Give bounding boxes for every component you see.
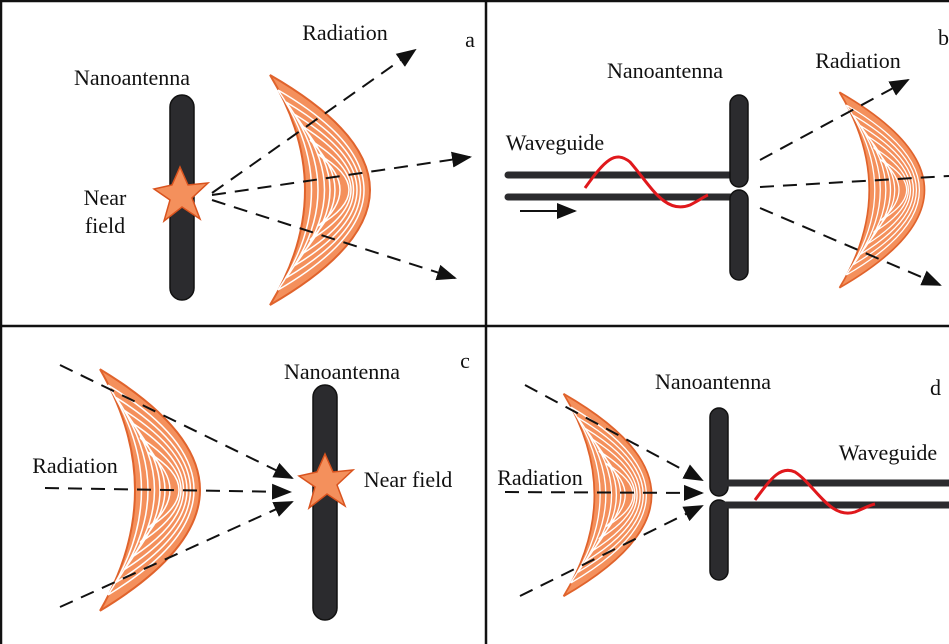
- label: Radiation: [32, 453, 118, 478]
- panel-label: c: [460, 348, 470, 373]
- arrow: [59, 501, 294, 608]
- panel-label: b: [938, 25, 949, 50]
- label: Radiation: [497, 465, 583, 490]
- arrow: [519, 505, 704, 597]
- arrow: [211, 199, 457, 281]
- arrow: [44, 483, 292, 500]
- panel-a: Radiation a Nanoantenna Near field: [74, 20, 475, 306]
- label: Nanoantenna: [607, 58, 723, 83]
- panel-c: Nanoantenna c Radiation Near field: [32, 348, 470, 621]
- arrow: [211, 151, 472, 196]
- radiation-wavefront: [838, 91, 926, 289]
- label: Near: [84, 185, 127, 210]
- label: Waveguide: [839, 440, 937, 465]
- label: Nanoantenna: [284, 359, 400, 384]
- label: Radiation: [302, 20, 388, 45]
- panel-d: Nanoantenna d Waveguide Radiation: [497, 369, 949, 598]
- arrow: [759, 175, 949, 188]
- label: Waveguide: [506, 130, 604, 155]
- label: Near field: [364, 467, 453, 492]
- panel-label: d: [930, 375, 941, 400]
- arrow: [759, 207, 942, 286]
- label: field: [85, 213, 125, 238]
- radiation-wavefront: [269, 74, 371, 306]
- arrow: [504, 484, 704, 501]
- label: Radiation: [815, 48, 901, 73]
- arrow: [524, 384, 704, 481]
- nanoantenna-rod: [709, 407, 729, 497]
- arrow: [59, 364, 294, 479]
- arrow: [759, 79, 910, 161]
- nanoantenna-rod: [709, 499, 729, 581]
- wave: [753, 468, 876, 515]
- nanoantenna-rod: [729, 189, 749, 281]
- nanoantenna-rod: [729, 94, 749, 188]
- panel-label: a: [465, 27, 475, 52]
- arrow: [211, 48, 417, 194]
- wave: [583, 155, 709, 209]
- panel-b: Nanoantenna Radiation Waveguide b: [504, 25, 949, 289]
- label: Nanoantenna: [655, 369, 771, 394]
- label: Nanoantenna: [74, 65, 190, 90]
- radiation-wavefront: [562, 392, 653, 598]
